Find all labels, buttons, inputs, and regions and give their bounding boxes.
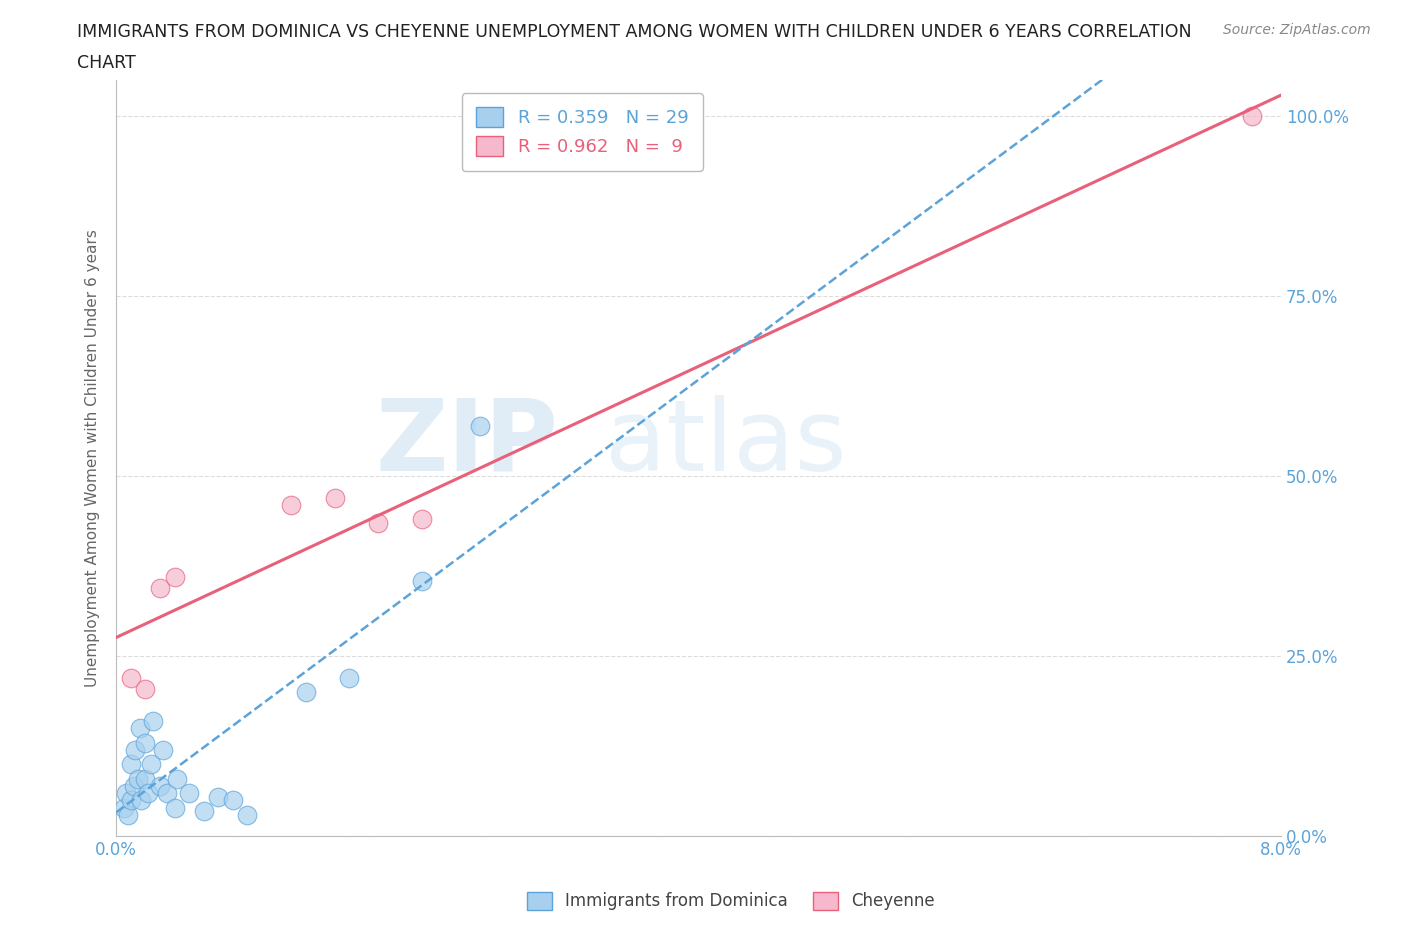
Point: [124, 742, 146, 757]
Text: CHART: CHART: [77, 54, 136, 72]
Point: [149, 580, 172, 595]
Point: [163, 569, 186, 584]
Point: [207, 790, 229, 804]
Point: [222, 793, 245, 808]
Legend: R = 0.359   N = 29, R = 0.962   N =  9: R = 0.359 N = 29, R = 0.962 N = 9: [461, 93, 703, 170]
Text: Source: ZipAtlas.com: Source: ZipAtlas.com: [1223, 23, 1371, 37]
Point: [120, 793, 142, 808]
Point: [115, 786, 138, 801]
Point: [1240, 109, 1263, 124]
Point: [337, 671, 360, 685]
Point: [134, 736, 156, 751]
Point: [152, 742, 174, 757]
Point: [129, 793, 152, 808]
Point: [166, 771, 188, 786]
Point: [411, 512, 433, 527]
Point: [294, 684, 316, 699]
Text: atlas: atlas: [606, 394, 846, 492]
Point: [127, 771, 149, 786]
Y-axis label: Unemployment Among Women with Children Under 6 years: Unemployment Among Women with Children U…: [86, 230, 100, 687]
Point: [411, 573, 433, 588]
Point: [280, 498, 302, 512]
Point: [112, 800, 135, 815]
Point: [128, 721, 150, 736]
Point: [120, 757, 142, 772]
Point: [236, 807, 259, 822]
Text: IMMIGRANTS FROM DOMINICA VS CHEYENNE UNEMPLOYMENT AMONG WOMEN WITH CHILDREN UNDE: IMMIGRANTS FROM DOMINICA VS CHEYENNE UNE…: [77, 23, 1192, 41]
Point: [142, 713, 165, 728]
Point: [193, 804, 215, 818]
Point: [141, 757, 163, 772]
Point: [177, 786, 200, 801]
Point: [117, 807, 139, 822]
Point: [134, 682, 156, 697]
Point: [470, 418, 492, 433]
Point: [120, 671, 142, 685]
Point: [163, 800, 186, 815]
Point: [134, 771, 156, 786]
Text: ZIP: ZIP: [375, 394, 558, 492]
Point: [122, 778, 145, 793]
Point: [149, 778, 172, 793]
Legend: Immigrants from Dominica, Cheyenne: Immigrants from Dominica, Cheyenne: [520, 885, 942, 917]
Point: [136, 786, 159, 801]
Point: [156, 786, 179, 801]
Point: [367, 515, 389, 530]
Point: [323, 490, 346, 505]
